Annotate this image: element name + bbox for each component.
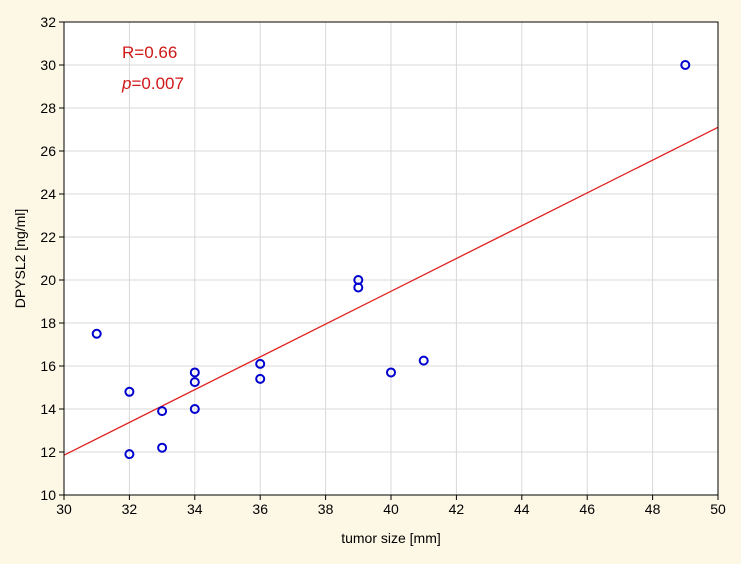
- data-point: [189, 367, 200, 378]
- y-tick-label: 16: [40, 358, 56, 374]
- x-tick-label: 50: [710, 501, 726, 517]
- stats-annotation: R=0.66 p=0.007: [121, 43, 184, 93]
- y-tick-label: 22: [40, 229, 56, 245]
- y-tick-label: 18: [40, 315, 56, 331]
- data-point: [91, 328, 102, 339]
- correlation-coefficient-label: R=0.66: [122, 43, 177, 62]
- data-point: [124, 449, 135, 460]
- y-tick-label: 32: [40, 14, 56, 30]
- y-tick-label: 26: [40, 143, 56, 159]
- y-tick-label: 30: [40, 57, 56, 73]
- x-axis-label: tumor size [mm]: [341, 530, 441, 546]
- y-tick-label: 28: [40, 100, 56, 116]
- data-points: [91, 60, 691, 460]
- x-tick-label: 48: [645, 501, 661, 517]
- y-tick-label: 20: [40, 272, 56, 288]
- data-point: [189, 377, 200, 388]
- x-tick-label: 40: [383, 501, 399, 517]
- x-tick-label: 34: [187, 501, 203, 517]
- data-point: [189, 404, 200, 414]
- y-axis-label: DPYSL2 [ng/ml]: [12, 209, 28, 309]
- x-tick-label: 44: [514, 501, 530, 517]
- x-tick-label: 36: [252, 501, 268, 517]
- x-tick-label: 46: [579, 501, 595, 517]
- data-point: [157, 442, 168, 453]
- p-value-label: p=0.007: [121, 74, 184, 93]
- axis-labels: tumor size [mm] DPYSL2 [ng/ml]: [12, 209, 441, 546]
- data-point: [353, 282, 364, 293]
- data-point: [680, 60, 691, 70]
- plot-frame: [63, 21, 719, 496]
- p-symbol: p: [121, 74, 131, 93]
- data-point: [255, 358, 266, 369]
- data-point: [386, 367, 396, 378]
- y-tick-label: 14: [40, 401, 56, 417]
- data-point: [255, 373, 266, 384]
- regression-line-group: [63, 126, 719, 456]
- x-tick-label: 32: [122, 501, 138, 517]
- grid-lines: [64, 22, 718, 495]
- axis-ticks: 30 32 34 36 38 40 42 44 46 48 50 10 12 14 16 18 20 22 24 26…: [40, 14, 726, 517]
- y-tick-label: 10: [40, 487, 56, 503]
- data-point: [157, 406, 168, 417]
- y-tick-label: 24: [40, 186, 56, 202]
- x-tick-label: 30: [56, 501, 72, 517]
- data-point: [418, 355, 429, 366]
- x-tick-label: 38: [318, 501, 334, 517]
- y-tick-label: 12: [40, 444, 56, 460]
- regression-line: [63, 126, 719, 456]
- p-value: =0.007: [131, 74, 183, 93]
- data-point: [124, 386, 135, 397]
- x-tick-label: 42: [449, 501, 465, 517]
